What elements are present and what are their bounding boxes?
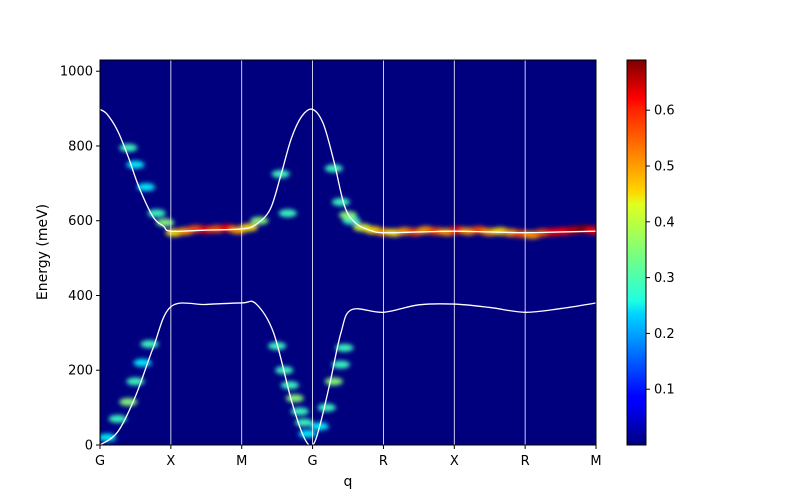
intensity-point bbox=[335, 343, 354, 352]
y-tick-label: 0 bbox=[85, 439, 93, 454]
colorbar bbox=[626, 59, 647, 446]
colorbar-tick-label: 0.6 bbox=[654, 104, 675, 119]
intensity-point bbox=[317, 403, 336, 412]
intensity-point bbox=[324, 164, 343, 173]
x-tick-label: G bbox=[95, 454, 105, 469]
intensity-point bbox=[126, 160, 145, 169]
grid-layer bbox=[170, 60, 526, 445]
y-axis-label: Energy (meV) bbox=[35, 204, 51, 300]
x-tick-label: R bbox=[379, 454, 388, 469]
intensity-point bbox=[584, 226, 596, 235]
intensity-point bbox=[137, 183, 156, 192]
y-tick-label: 200 bbox=[68, 364, 93, 379]
colorbar-tick-label: 0.2 bbox=[654, 327, 675, 342]
dispersion-lines bbox=[100, 108, 596, 445]
y-tick-label: 800 bbox=[68, 139, 93, 154]
colorbar-ticks: 0.1 0.2 0.3 0.4 0.5 0.6 bbox=[646, 104, 675, 398]
x-tick-label: R bbox=[521, 454, 530, 469]
intensity-point bbox=[324, 377, 343, 386]
dispersion-line bbox=[100, 300, 596, 445]
x-tick-label: X bbox=[450, 454, 459, 469]
x-tick-label: X bbox=[166, 454, 175, 469]
intensity-point bbox=[331, 360, 350, 369]
plot-frame bbox=[99, 59, 597, 446]
intensity-point bbox=[108, 414, 127, 423]
intensity-point bbox=[278, 209, 297, 218]
colorbar-tick-label: 0.5 bbox=[654, 160, 675, 175]
intensity-point bbox=[331, 198, 350, 207]
x-tick-label: M bbox=[590, 454, 601, 469]
colorbar-tick-label: 0.1 bbox=[654, 383, 675, 398]
y-tick-label: 400 bbox=[68, 289, 93, 304]
x-tick-label: M bbox=[236, 454, 247, 469]
intensity-point bbox=[100, 433, 117, 442]
y-axis-ticks: 0 200 400 600 800 1000 bbox=[60, 65, 100, 454]
x-tick-label: G bbox=[308, 454, 318, 469]
colorbar-tick-label: 0.4 bbox=[654, 215, 675, 230]
x-axis-label: q bbox=[344, 474, 353, 490]
intensity-point bbox=[119, 143, 138, 152]
colorbar-tick-label: 0.3 bbox=[654, 271, 675, 286]
plot-background bbox=[100, 60, 596, 445]
dispersion-line bbox=[100, 108, 596, 234]
intensity-point bbox=[280, 381, 299, 390]
intensity-point bbox=[285, 394, 304, 403]
intensity-point bbox=[250, 216, 269, 225]
y-tick-label: 600 bbox=[68, 214, 93, 229]
y-tick-label: 1000 bbox=[60, 65, 93, 80]
